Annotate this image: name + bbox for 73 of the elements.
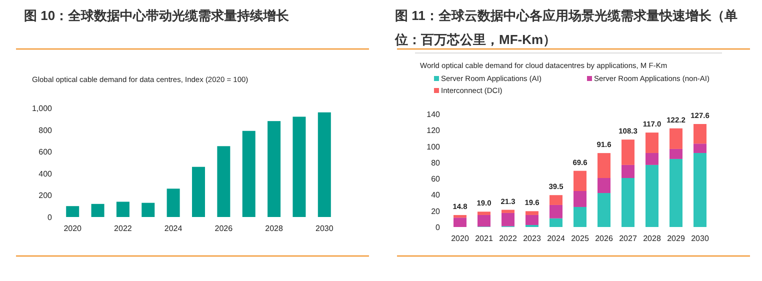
bar <box>292 116 306 217</box>
bar <box>116 202 130 217</box>
bar <box>192 166 205 217</box>
x-tick-label: 2030 <box>316 224 334 233</box>
bar <box>598 153 610 178</box>
x-tick-label: 2024 <box>547 234 566 243</box>
y-tick-label: 120 <box>426 126 441 136</box>
x-tick-label: 2024 <box>164 224 183 233</box>
bar <box>694 124 706 144</box>
bar <box>670 158 682 227</box>
bar <box>694 152 706 227</box>
bar <box>478 214 490 227</box>
bar <box>268 121 281 217</box>
bar <box>598 193 610 227</box>
bar <box>574 206 586 227</box>
y-tick-label: 60 <box>431 174 441 184</box>
bar <box>66 206 80 217</box>
x-tick-label: 2022 <box>114 224 132 233</box>
bar <box>646 152 658 165</box>
x-tick-label: 2026 <box>595 234 614 243</box>
bar <box>526 214 538 225</box>
y-tick-label: 40 <box>431 190 441 200</box>
bar <box>550 204 562 218</box>
bar <box>550 218 562 227</box>
x-tick-label: 2028 <box>265 224 284 233</box>
y-tick-label: 0 <box>436 223 441 232</box>
bar <box>454 215 466 218</box>
bar <box>318 112 331 217</box>
x-tick-label: 2021 <box>475 234 494 243</box>
bar <box>217 146 230 217</box>
chart-title: 图 10：全球数据中心带动光缆需求量持续增长 <box>24 8 290 23</box>
bar <box>526 211 538 215</box>
x-tick-label: 2023 <box>523 234 542 243</box>
bar <box>454 218 466 227</box>
bar <box>478 212 490 215</box>
bar <box>166 188 180 217</box>
x-tick-label: 2020 <box>64 224 82 233</box>
y-tick-label: 140 <box>426 110 441 119</box>
bar <box>622 164 634 178</box>
y-tick-label: 1,000 <box>32 104 53 113</box>
x-tick-label: 2020 <box>451 234 470 243</box>
x-tick-label: 2030 <box>691 234 710 243</box>
bar <box>574 170 586 191</box>
y-tick-label: 20 <box>431 206 441 216</box>
bar <box>670 148 682 159</box>
chart-title: 图 11：全球云数据中心各应用场景光缆需求量快速增长（单位：百万芯公里，MF-Km） <box>394 8 738 47</box>
y-tick-label: 0 <box>48 213 53 222</box>
x-tick-label: 2026 <box>214 224 234 233</box>
bar <box>646 164 658 227</box>
y-tick-label: 100 <box>426 142 441 152</box>
bar <box>694 144 706 153</box>
x-tick-label: 2028 <box>643 234 662 243</box>
bar <box>502 212 514 226</box>
bar <box>550 195 562 205</box>
y-tick-label: 600 <box>38 148 53 157</box>
bar <box>670 128 682 149</box>
bar <box>142 202 155 217</box>
bar <box>242 130 256 217</box>
bar <box>502 210 514 213</box>
y-tick-label: 400 <box>38 169 53 178</box>
y-tick-label: 80 <box>431 158 441 168</box>
x-tick-label: 2022 <box>499 234 518 243</box>
bar <box>622 140 634 165</box>
y-tick-label: 800 <box>38 126 53 135</box>
bar <box>574 191 586 207</box>
bar <box>91 204 104 217</box>
x-tick-label: 2025 <box>571 234 590 243</box>
bar <box>646 132 658 153</box>
x-tick-label: 2029 <box>667 234 686 243</box>
bar <box>598 178 610 194</box>
x-tick-label: 2027 <box>619 234 638 243</box>
bar <box>622 178 634 227</box>
y-tick-label: 200 <box>38 191 53 200</box>
